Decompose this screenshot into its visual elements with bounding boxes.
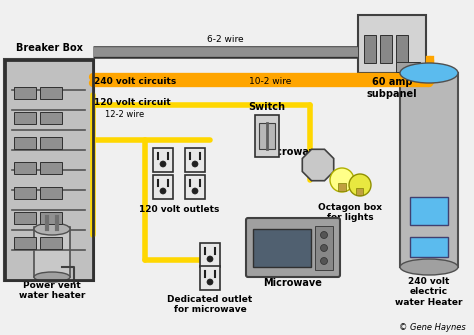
- Ellipse shape: [34, 223, 70, 235]
- Bar: [40, 237, 62, 249]
- Bar: [14, 87, 36, 99]
- Bar: [410, 197, 448, 225]
- Bar: [14, 237, 36, 249]
- Bar: [200, 243, 220, 267]
- Bar: [14, 162, 36, 174]
- Text: Microwave: Microwave: [264, 278, 322, 288]
- Text: 12-2 wire: 12-2 wire: [105, 110, 144, 119]
- Bar: [14, 187, 36, 199]
- Circle shape: [330, 168, 354, 192]
- Text: 60 amp
subpanel: 60 amp subpanel: [367, 77, 417, 98]
- Text: Power vent
water heater: Power vent water heater: [19, 281, 85, 300]
- Bar: [364, 35, 376, 63]
- Circle shape: [320, 245, 328, 252]
- Text: Dedicated outlet
for microwave: Dedicated outlet for microwave: [167, 295, 253, 315]
- Bar: [34, 227, 70, 277]
- Ellipse shape: [34, 272, 70, 282]
- Bar: [40, 112, 62, 124]
- Text: 120 volt outlets: 120 volt outlets: [139, 205, 219, 214]
- Polygon shape: [302, 149, 334, 181]
- Bar: [396, 35, 408, 63]
- Bar: [153, 148, 173, 172]
- Bar: [315, 226, 333, 270]
- Bar: [5, 60, 93, 280]
- Bar: [40, 162, 62, 174]
- Circle shape: [192, 161, 198, 167]
- Bar: [153, 175, 173, 199]
- Bar: [356, 188, 363, 195]
- Circle shape: [207, 279, 213, 285]
- Bar: [400, 73, 458, 267]
- Text: Breaker Box: Breaker Box: [16, 43, 82, 53]
- Circle shape: [320, 258, 328, 265]
- FancyBboxPatch shape: [4, 59, 94, 281]
- Text: Switch: Switch: [248, 102, 285, 112]
- Bar: [40, 187, 62, 199]
- Text: Octagon box
for lights: Octagon box for lights: [318, 203, 382, 222]
- Ellipse shape: [400, 259, 458, 275]
- Bar: [380, 35, 392, 63]
- Bar: [338, 183, 346, 191]
- Bar: [396, 62, 420, 72]
- Text: 120 volt circuit: 120 volt circuit: [94, 98, 171, 107]
- Circle shape: [160, 161, 166, 167]
- Bar: [185, 148, 205, 172]
- Bar: [358, 15, 426, 73]
- Bar: [259, 123, 275, 149]
- Bar: [14, 212, 36, 224]
- Bar: [40, 87, 62, 99]
- Circle shape: [320, 231, 328, 239]
- Bar: [200, 266, 220, 290]
- Ellipse shape: [400, 63, 458, 83]
- Circle shape: [160, 188, 166, 194]
- Bar: [255, 115, 279, 157]
- Text: 240 volt circuits: 240 volt circuits: [94, 77, 176, 86]
- Text: 6-2 wire: 6-2 wire: [207, 35, 243, 44]
- Circle shape: [192, 188, 198, 194]
- Text: © Gene Haynes: © Gene Haynes: [399, 323, 466, 332]
- Text: 10-2 wire: 10-2 wire: [249, 77, 291, 86]
- Circle shape: [349, 174, 371, 196]
- Text: 240 volt
electric
water Heater: 240 volt electric water Heater: [395, 277, 463, 307]
- Circle shape: [207, 256, 213, 262]
- Bar: [410, 237, 448, 257]
- Bar: [14, 112, 36, 124]
- Text: Microwave: Microwave: [264, 147, 322, 157]
- FancyBboxPatch shape: [246, 218, 340, 277]
- Bar: [40, 137, 62, 149]
- Bar: [253, 229, 311, 267]
- Bar: [40, 212, 62, 224]
- Bar: [14, 137, 36, 149]
- Bar: [185, 175, 205, 199]
